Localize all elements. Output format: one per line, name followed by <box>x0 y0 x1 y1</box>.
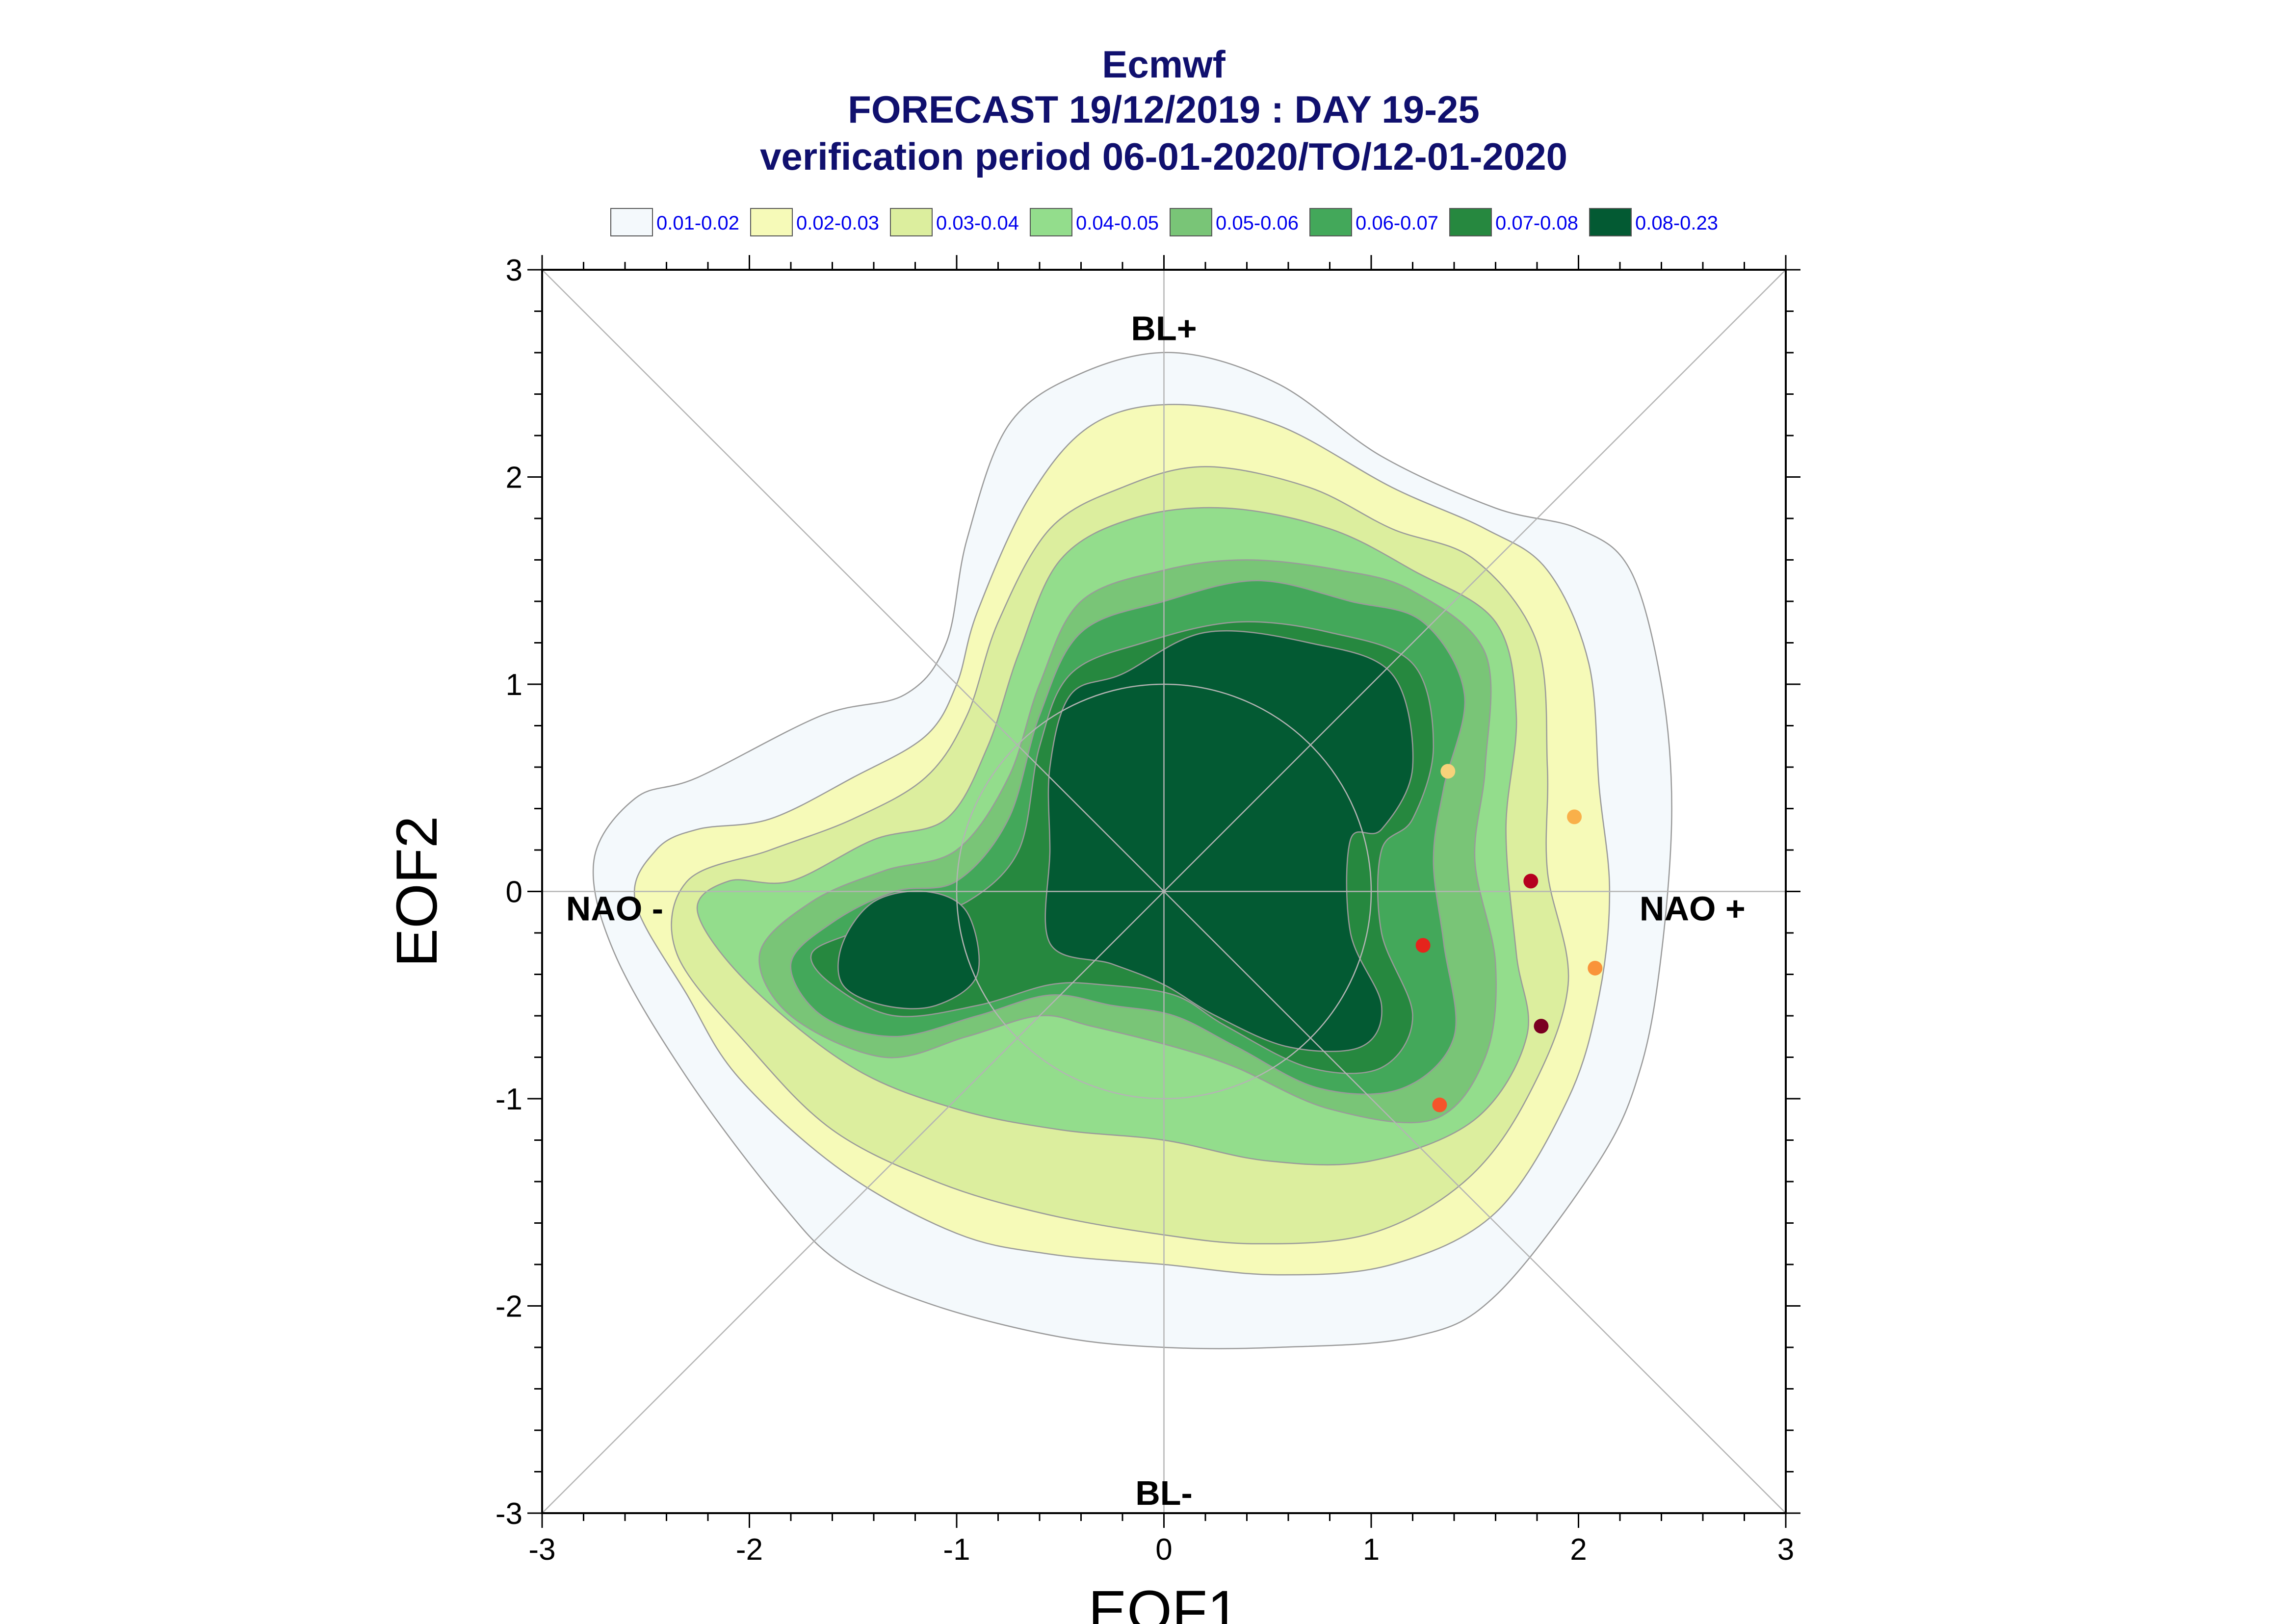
legend-label: 0.02-0.03 <box>796 212 879 234</box>
y-tick-label: 1 <box>506 668 522 702</box>
density-contour-level <box>1044 630 1414 1052</box>
legend-label: 0.01-0.02 <box>656 212 739 234</box>
y-tick-label: 2 <box>506 461 522 495</box>
legend-swatch <box>610 208 653 236</box>
y-tick-label: -3 <box>496 1497 522 1531</box>
diagonal-line <box>542 269 1786 1514</box>
y-tick-label: 3 <box>506 254 522 287</box>
data-point <box>1523 874 1539 889</box>
legend-label: 0.03-0.04 <box>936 212 1019 234</box>
legend-swatch <box>1589 208 1632 236</box>
legend-label: 0.04-0.05 <box>1076 212 1159 234</box>
data-point <box>1567 809 1582 825</box>
reference-lines <box>542 269 1786 1514</box>
legend-swatch <box>1309 208 1352 236</box>
density-contours <box>592 352 1672 1349</box>
regime-label: BL+ <box>1131 309 1197 347</box>
legend-swatch <box>1449 208 1492 236</box>
legend-label: 0.05-0.06 <box>1216 212 1299 234</box>
axis-ticks <box>527 255 1800 1528</box>
legend-swatch <box>890 208 933 236</box>
y-tick-label: -2 <box>496 1290 522 1324</box>
x-tick-label: 0 <box>1155 1533 1172 1567</box>
x-axis-label: EOF1 <box>1088 1579 1239 1624</box>
data-point <box>1432 1097 1447 1112</box>
x-tick-label: 1 <box>1363 1533 1380 1567</box>
unit-circle <box>956 683 1372 1100</box>
x-tick-label: 2 <box>1570 1533 1587 1567</box>
x-tick-label: 3 <box>1777 1533 1794 1567</box>
data-point <box>1440 764 1456 779</box>
chart-title-line: FORECAST 19/12/2019 : DAY 19-25 <box>848 88 1480 131</box>
regime-label: NAO - <box>566 889 663 928</box>
y-tick-label: 0 <box>506 876 522 909</box>
density-contour-level <box>837 890 980 1009</box>
x-tick-label: -3 <box>528 1533 555 1567</box>
x-tick-label: -2 <box>736 1533 763 1567</box>
regime-label: BL- <box>1135 1474 1193 1512</box>
legend-swatch <box>750 208 793 236</box>
legend-swatch <box>1170 208 1212 236</box>
legend-label: 0.08-0.23 <box>1635 212 1718 234</box>
legend-swatch <box>1030 208 1072 236</box>
data-point <box>1588 960 1603 976</box>
data-point <box>1415 938 1431 953</box>
data-point <box>1534 1019 1549 1034</box>
y-axis-label: EOF2 <box>385 816 449 967</box>
chart-title-line: verification period 06-01-2020/TO/12-01-… <box>760 135 1567 178</box>
legend-label: 0.07-0.08 <box>1495 212 1578 234</box>
ensemble-points <box>1415 764 1603 1112</box>
x-tick-label: -1 <box>943 1533 970 1567</box>
legend-label: 0.06-0.07 <box>1356 212 1438 234</box>
chart-title-line: Ecmwf <box>1102 43 1226 86</box>
y-tick-label: -1 <box>496 1083 522 1116</box>
regime-label: NAO + <box>1640 889 1746 928</box>
